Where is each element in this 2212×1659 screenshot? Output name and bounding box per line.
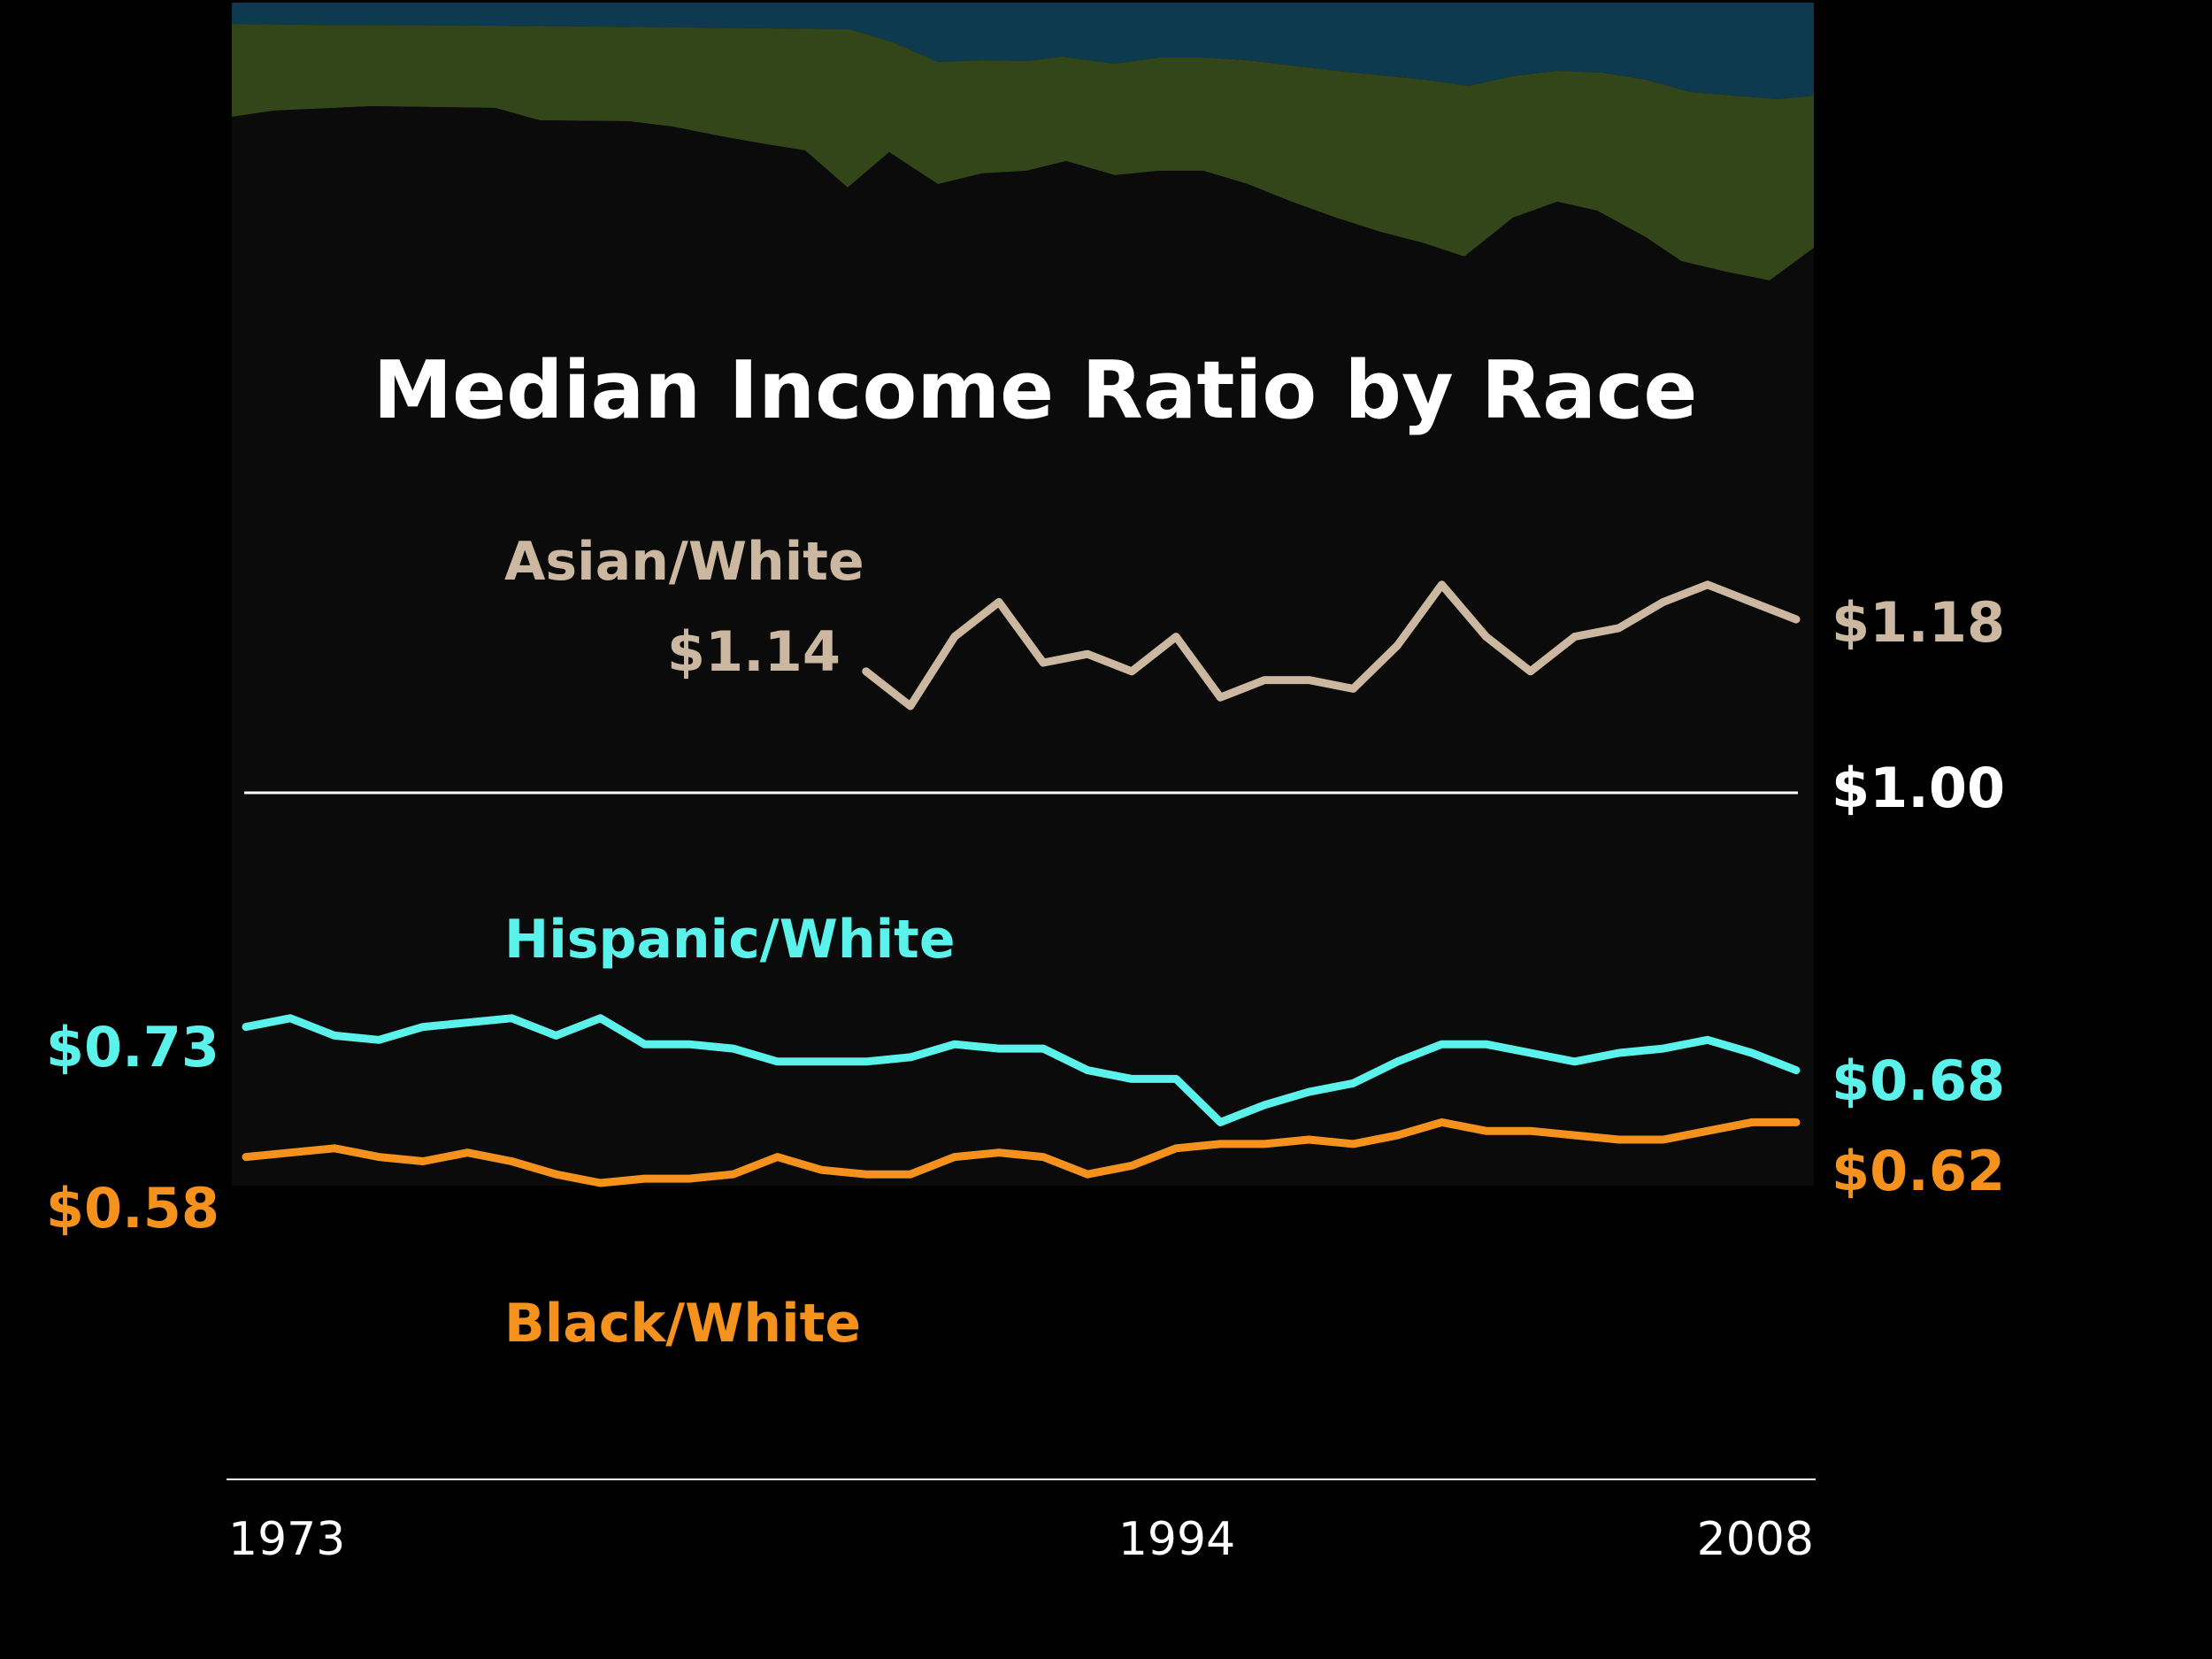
series-label-asian: Asian/White bbox=[504, 531, 864, 593]
x-tick-label-2008: 2008 bbox=[1697, 1513, 1814, 1566]
start-label-hispanic: $0.73 bbox=[46, 1015, 219, 1079]
chart-title: Median Income Ratio by Race bbox=[373, 344, 1698, 437]
middle-band bbox=[232, 24, 1814, 280]
start-label-asian: $1.14 bbox=[667, 619, 841, 684]
end-label-hispanic: $0.68 bbox=[1832, 1048, 2005, 1113]
series-line-hispanic bbox=[242, 1014, 1801, 1126]
series-line-black bbox=[242, 1118, 1801, 1187]
end-label-asian: $1.18 bbox=[1832, 590, 2005, 655]
series-line-asian bbox=[862, 580, 1801, 710]
dark-band bbox=[232, 106, 1814, 1186]
start-label-black: $0.58 bbox=[46, 1176, 219, 1240]
series-label-black: Black/White bbox=[504, 1293, 861, 1355]
x-tick-label-1994: 1994 bbox=[1118, 1513, 1235, 1566]
series-lines bbox=[242, 580, 1801, 1187]
end-label-black: $0.62 bbox=[1832, 1139, 2005, 1203]
series-label-hispanic: Hispanic/White bbox=[504, 909, 956, 971]
background-bands bbox=[232, 3, 1814, 1186]
reference-label: $1.00 bbox=[1832, 756, 2005, 820]
x-tick-label-1973: 1973 bbox=[228, 1513, 345, 1566]
top-band bbox=[232, 3, 1814, 99]
